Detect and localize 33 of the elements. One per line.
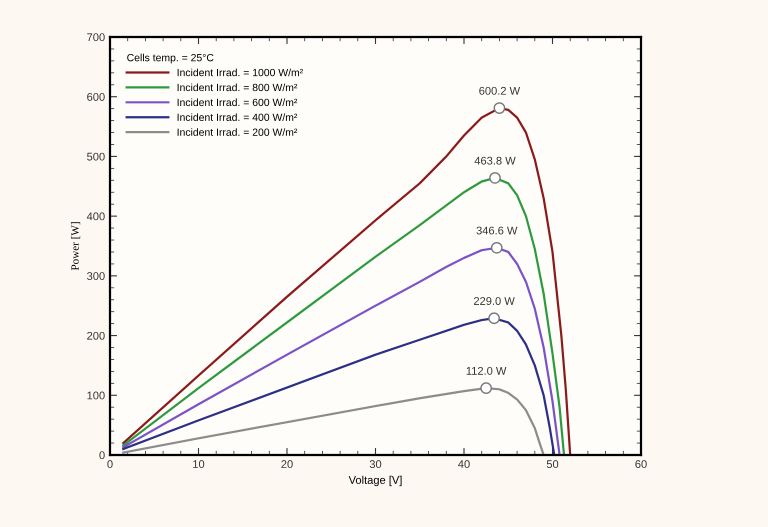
y-tick-label: 100	[87, 392, 105, 400]
legend-label: Incident Irrad. = 600 W/m²	[178, 98, 298, 106]
x-tick-label: 40	[458, 460, 470, 468]
point	[489, 172, 501, 184]
legend-label: Incident Irrad. = 1000 W/m²	[178, 68, 303, 76]
annotation: 346.6 W	[476, 226, 518, 234]
annotation: 229.0 W	[474, 297, 515, 305]
y-tick-label: 200	[87, 332, 105, 340]
y-tick-label: 700	[87, 33, 105, 42]
x-tick-label: 50	[546, 460, 558, 468]
legend-title: Cells temp. = 25°C	[127, 54, 214, 64]
y-tick-label: 0	[99, 451, 105, 460]
x-tick-label: 20	[281, 460, 293, 468]
point	[494, 102, 506, 114]
legend-label: Incident Irrad. = 200 W/m²	[178, 128, 298, 136]
point	[488, 312, 500, 324]
annotation: 112.0 W	[466, 366, 506, 375]
x-tick-label: 0	[107, 460, 113, 468]
y-tick-label: 500	[87, 152, 105, 161]
legend-label: Incident Irrad. = 400 W/m²	[178, 113, 298, 121]
legend-label: Incident Irrad. = 800 W/m²	[178, 84, 298, 92]
x-axis-title: Voltage [V]	[348, 476, 402, 486]
y-axis-title: Power [W]	[70, 222, 80, 270]
y-tick-label: 300	[87, 272, 105, 280]
x-tick-label: 10	[193, 460, 204, 468]
x-tick-label: 60	[635, 460, 647, 468]
point	[480, 382, 492, 394]
y-tick-label: 600	[87, 92, 105, 101]
annotation: 463.8 W	[474, 156, 516, 165]
annotation: 600.2 W	[479, 86, 520, 95]
point	[490, 242, 503, 254]
y-tick-label: 400	[86, 212, 105, 220]
x-tick-label: 30	[370, 460, 382, 468]
